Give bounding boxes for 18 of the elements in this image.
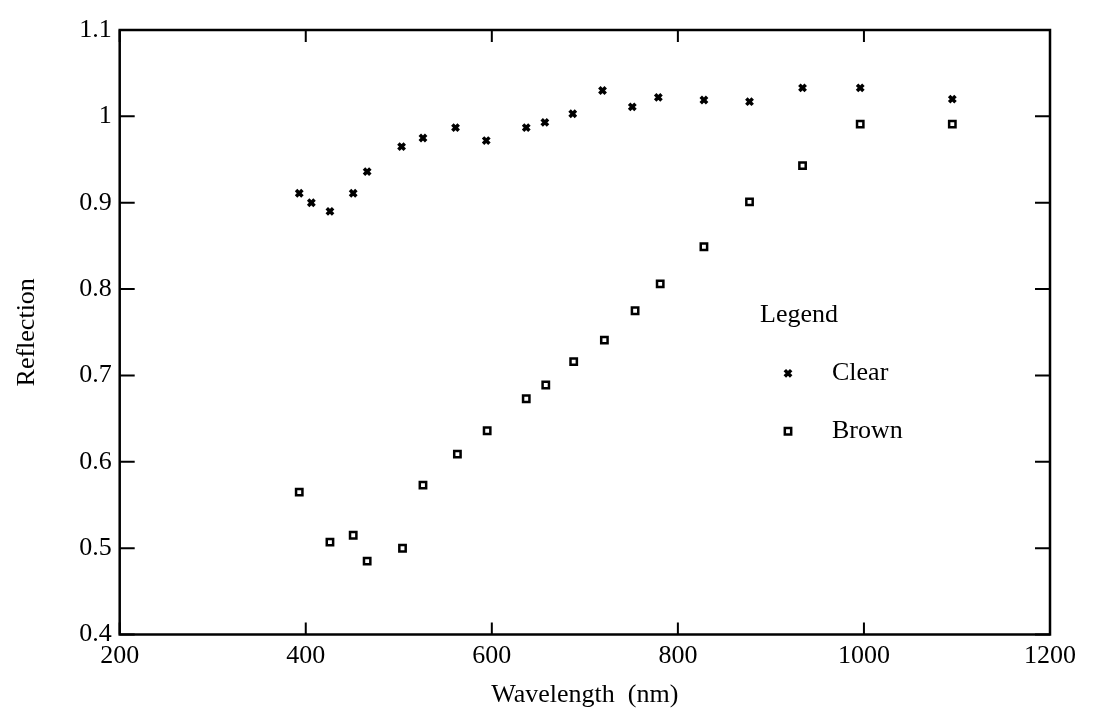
y-tick-label: 1 xyxy=(98,100,112,130)
x-tick-label: 1000 xyxy=(837,640,890,670)
legend-label: Clear xyxy=(832,357,889,387)
x-tick-label: 1200 xyxy=(1024,640,1076,670)
y-tick-label: 0.6 xyxy=(79,445,112,475)
x-tick-label: 400 xyxy=(286,640,326,670)
y-axis-title: Reflection xyxy=(11,278,41,387)
x-tick-label: 600 xyxy=(472,640,512,670)
y-tick-label: 0.7 xyxy=(79,359,112,389)
legend-label: Brown xyxy=(832,415,903,445)
x-axis-title: Wavelength (nm) xyxy=(491,679,679,709)
x-tick-label: 800 xyxy=(658,640,698,670)
y-tick-label: 0.5 xyxy=(79,532,112,562)
y-tick-label: 0.8 xyxy=(79,272,112,302)
legend-title: Legend xyxy=(760,299,838,329)
y-tick-label: 0.9 xyxy=(79,186,112,216)
x-tick-label: 200 xyxy=(100,640,140,670)
y-tick-label: 1.1 xyxy=(79,13,112,43)
